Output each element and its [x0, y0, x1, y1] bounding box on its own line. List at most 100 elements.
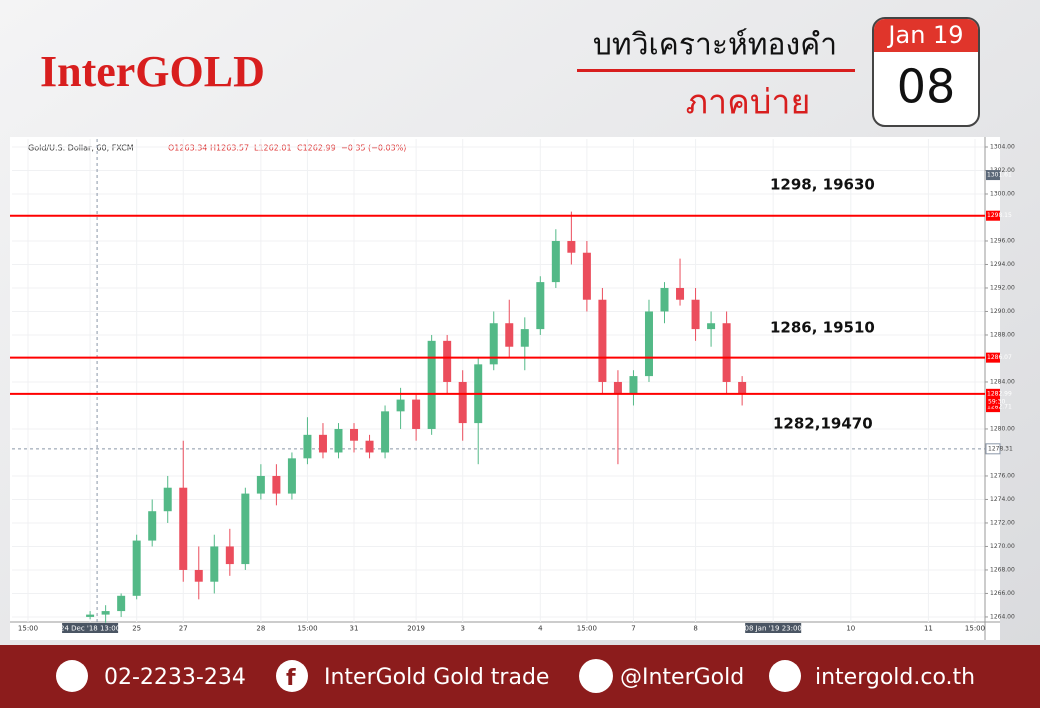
axis-marker-box — [986, 402, 1000, 413]
price-label-box — [986, 352, 1000, 363]
candle-body — [101, 611, 110, 615]
ohlc-value: C1262.99 — [297, 144, 336, 153]
title-underline — [577, 69, 855, 72]
ohlc-value: L1262.01 — [254, 144, 292, 153]
candle-body — [489, 323, 498, 365]
ohlc-value: −0.35 (−0.03%) — [341, 144, 406, 153]
y-tick-label: 1276.00 — [990, 472, 1015, 479]
candle-body — [660, 287, 669, 312]
candle-body — [676, 287, 685, 300]
x-tick-label: 15:00 — [297, 625, 317, 633]
candle-body — [365, 440, 374, 453]
candle-body — [520, 329, 529, 347]
x-tick-label: 15:00 — [18, 625, 38, 633]
candle-body — [536, 282, 545, 330]
chart-panel — [10, 137, 1000, 640]
footer-facebook: InterGold Gold trade — [324, 665, 549, 690]
x-tick-label: 7 — [631, 625, 635, 633]
candle-body — [334, 428, 343, 453]
x-tick-label: 15:00 — [965, 625, 985, 633]
calendar-month: Jan 19 — [886, 21, 963, 49]
annotation: 1286, 19510 — [770, 319, 875, 337]
x-tick-label: 8 — [693, 625, 697, 633]
ohlc-value: O1263.34 — [168, 144, 207, 153]
candle-body — [567, 240, 576, 253]
price-label: 1278.31 — [988, 445, 1013, 452]
countdown-box — [986, 397, 1000, 406]
web-icon — [769, 660, 801, 692]
candle-body — [256, 475, 265, 494]
y-tick-label: 1296.00 — [990, 237, 1015, 244]
candle-body — [722, 323, 731, 382]
y-tick-label: 1284.00 — [990, 378, 1015, 385]
footer-line: @InterGold — [620, 665, 744, 690]
x-tick-label: 24 Dec '18 13:00 — [60, 625, 120, 633]
price-label: 1286.07 — [987, 354, 1012, 361]
y-tick-label: 1268.00 — [990, 566, 1015, 573]
y-tick-label: 1272.00 — [990, 519, 1015, 526]
candle-body — [148, 511, 157, 541]
annotation: 1298, 19630 — [770, 176, 875, 194]
phone-icon — [56, 660, 88, 692]
annotation: 1282,19470 — [773, 415, 873, 433]
line-icon — [579, 659, 613, 693]
chart: Gold/U.S. Dollar, 60, FXCM O1263.34 H1263.… — [10, 137, 1015, 640]
candle-body — [179, 487, 188, 570]
candle-body — [582, 252, 591, 300]
y-tick-label: 1294.00 — [990, 261, 1015, 268]
candle-body — [412, 399, 421, 429]
countdown: 59:30 — [988, 398, 1005, 405]
candle-body — [350, 428, 359, 441]
x-tick-label: 2019 — [407, 625, 425, 633]
candle-body — [644, 311, 653, 377]
facebook-icon — [276, 660, 308, 692]
candle-body — [707, 323, 716, 330]
candle-body — [303, 434, 312, 459]
facebook-glyph: f — [286, 666, 296, 691]
candle-body — [210, 546, 219, 582]
symbol: Gold/U.S. Dollar, 60, FXCM — [28, 144, 134, 153]
y-tick-label: 1304.00 — [990, 143, 1015, 150]
candle-body — [86, 614, 95, 617]
candle-body — [163, 487, 172, 512]
candle-body — [691, 299, 700, 330]
x-tick-label: 3 — [460, 625, 464, 633]
price-label: 1298.15 — [987, 212, 1012, 219]
candle-body — [738, 381, 747, 394]
candle-body — [381, 411, 390, 453]
candle-body — [241, 493, 250, 565]
footer — [0, 645, 1040, 708]
footer-website: intergold.co.th — [815, 665, 975, 690]
y-tick-label: 1292.00 — [990, 284, 1015, 291]
price-label-box — [986, 388, 1000, 399]
x-tick-label: 28 — [256, 625, 265, 633]
candle-body — [551, 240, 560, 283]
candle-body — [443, 340, 452, 382]
y-tick-label: 1288.00 — [990, 331, 1015, 338]
x-tick-label: 15:00 — [577, 625, 597, 633]
y-tick-label: 1290.00 — [990, 308, 1015, 315]
x-label-box — [62, 623, 119, 633]
footer-phone: 02-2233-234 — [104, 665, 246, 690]
candle-body — [629, 376, 638, 394]
calendar-header — [874, 19, 978, 52]
x-tick-label: 27 — [179, 625, 188, 633]
candle-body — [272, 475, 281, 494]
x-tick-label: 08 Jan '19 23:00 — [744, 625, 801, 633]
candle-body — [396, 399, 405, 412]
candle-body — [613, 381, 622, 394]
y-tick-label: 1274.00 — [990, 496, 1015, 503]
calendar-day: 08 — [897, 60, 956, 114]
candle-body — [132, 540, 141, 596]
candle-body — [287, 458, 296, 494]
candle-body — [194, 569, 203, 582]
candle-body — [598, 299, 607, 382]
x-tick-label: 11 — [924, 625, 933, 633]
y-tick-label: 1280.00 — [990, 425, 1015, 432]
y-tick-label: 1302.00 — [990, 167, 1015, 174]
price-label: 1282.99 — [987, 390, 1012, 397]
candle-body — [225, 546, 234, 565]
candle-body — [505, 323, 514, 347]
candle-body — [458, 381, 467, 424]
